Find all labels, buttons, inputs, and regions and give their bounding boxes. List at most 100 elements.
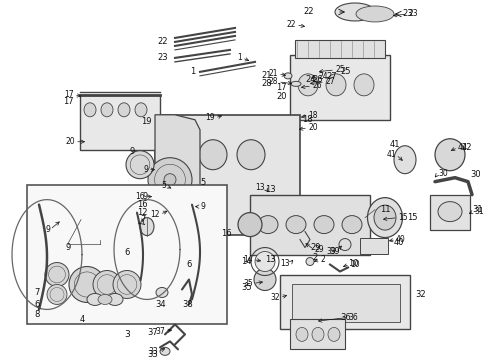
Ellipse shape xyxy=(69,266,105,302)
Ellipse shape xyxy=(80,200,120,239)
Text: 25: 25 xyxy=(340,67,350,76)
Text: 21: 21 xyxy=(269,69,278,78)
Text: 10: 10 xyxy=(348,259,359,268)
Text: 32: 32 xyxy=(270,293,280,302)
Ellipse shape xyxy=(47,284,67,305)
Ellipse shape xyxy=(107,293,123,305)
Ellipse shape xyxy=(48,206,76,234)
Text: 6: 6 xyxy=(124,248,129,257)
Text: 26: 26 xyxy=(312,81,321,90)
Text: 21: 21 xyxy=(262,71,272,80)
Text: 38: 38 xyxy=(182,300,193,309)
Text: 29: 29 xyxy=(314,245,323,254)
Text: 13: 13 xyxy=(265,255,275,264)
Ellipse shape xyxy=(87,293,103,305)
Text: 33: 33 xyxy=(148,347,158,356)
Text: 2: 2 xyxy=(320,255,325,264)
Ellipse shape xyxy=(298,74,318,96)
Ellipse shape xyxy=(135,103,147,117)
Text: 8: 8 xyxy=(35,310,40,319)
Text: 2: 2 xyxy=(312,253,317,262)
Bar xyxy=(290,319,345,349)
Text: 23: 23 xyxy=(157,53,168,62)
Text: 7: 7 xyxy=(35,288,40,297)
Text: 23: 23 xyxy=(408,9,417,18)
Ellipse shape xyxy=(326,74,346,96)
Ellipse shape xyxy=(93,270,121,298)
Ellipse shape xyxy=(140,217,154,235)
Ellipse shape xyxy=(172,187,208,222)
Text: 40: 40 xyxy=(394,238,405,247)
Text: 19: 19 xyxy=(205,113,215,122)
Text: 16: 16 xyxy=(135,192,145,201)
Text: 16: 16 xyxy=(137,200,148,209)
Ellipse shape xyxy=(354,74,374,96)
Text: 19: 19 xyxy=(142,117,152,126)
Text: 6: 6 xyxy=(187,260,192,269)
Text: 22: 22 xyxy=(287,21,296,30)
Ellipse shape xyxy=(374,205,396,230)
Text: 41: 41 xyxy=(390,140,400,149)
Text: 23: 23 xyxy=(402,9,413,18)
Ellipse shape xyxy=(296,327,308,341)
Text: 35: 35 xyxy=(242,283,252,292)
Text: 22: 22 xyxy=(157,37,168,46)
Ellipse shape xyxy=(238,213,262,237)
Ellipse shape xyxy=(314,216,334,234)
Ellipse shape xyxy=(435,139,465,171)
Ellipse shape xyxy=(50,288,64,301)
Ellipse shape xyxy=(86,206,114,234)
Ellipse shape xyxy=(342,216,362,234)
Text: 17: 17 xyxy=(276,84,287,93)
Ellipse shape xyxy=(155,164,185,195)
Text: 4: 4 xyxy=(79,315,85,324)
Text: 37: 37 xyxy=(147,328,158,337)
Ellipse shape xyxy=(164,174,176,186)
Polygon shape xyxy=(155,115,200,239)
Text: 42: 42 xyxy=(462,143,472,152)
Text: 12: 12 xyxy=(150,210,160,219)
Bar xyxy=(80,95,160,150)
Ellipse shape xyxy=(286,216,306,234)
Ellipse shape xyxy=(438,202,462,222)
Text: 13: 13 xyxy=(280,259,290,268)
Text: 9: 9 xyxy=(143,165,148,174)
Ellipse shape xyxy=(335,3,375,21)
Text: 30: 30 xyxy=(470,170,481,179)
Text: 24: 24 xyxy=(305,75,316,84)
Text: 32: 32 xyxy=(415,290,426,299)
Text: 27: 27 xyxy=(326,72,337,81)
Bar xyxy=(430,195,470,230)
Ellipse shape xyxy=(97,275,117,294)
Ellipse shape xyxy=(45,262,69,287)
Text: 40: 40 xyxy=(396,235,406,244)
Text: 28: 28 xyxy=(261,79,272,88)
Bar xyxy=(155,115,300,235)
Text: 9: 9 xyxy=(45,225,50,234)
Ellipse shape xyxy=(339,239,351,251)
Text: 16: 16 xyxy=(221,229,232,238)
Text: 22: 22 xyxy=(303,8,314,17)
Ellipse shape xyxy=(255,252,275,271)
Bar xyxy=(295,40,385,58)
Ellipse shape xyxy=(356,6,394,22)
Text: 26: 26 xyxy=(312,75,322,84)
Text: 42: 42 xyxy=(458,143,467,152)
Text: 36: 36 xyxy=(348,313,358,322)
Ellipse shape xyxy=(199,140,227,170)
Text: 34: 34 xyxy=(155,300,166,309)
Text: 14: 14 xyxy=(244,255,253,264)
Ellipse shape xyxy=(312,327,324,341)
Text: 39: 39 xyxy=(326,247,336,256)
Ellipse shape xyxy=(84,103,96,117)
Ellipse shape xyxy=(118,103,130,117)
Text: 28: 28 xyxy=(269,77,278,86)
Text: 5: 5 xyxy=(200,178,205,187)
Text: 7: 7 xyxy=(140,215,146,224)
Bar xyxy=(292,284,400,323)
Text: 9: 9 xyxy=(129,147,135,156)
Text: 20: 20 xyxy=(308,123,318,132)
Text: 15: 15 xyxy=(407,213,417,222)
Ellipse shape xyxy=(74,272,99,297)
Ellipse shape xyxy=(258,216,278,234)
